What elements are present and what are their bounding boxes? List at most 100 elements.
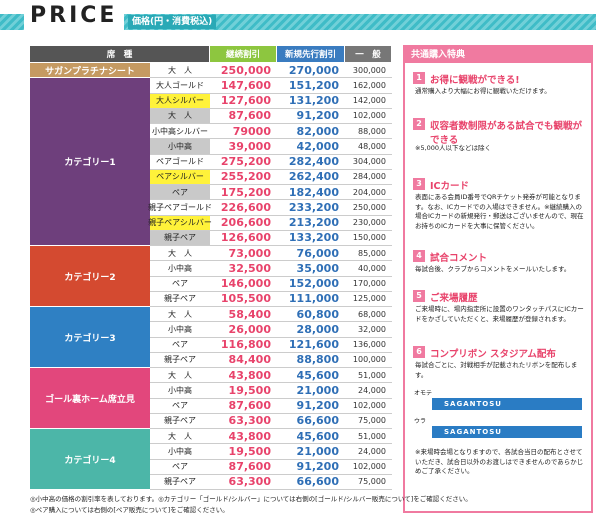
seat-type: ペア (150, 277, 210, 292)
benefit-number: 4 (413, 250, 425, 262)
price: 136,000 (345, 338, 392, 353)
price: 100,000 (345, 353, 392, 368)
seat-type: 親子ペア (150, 353, 210, 368)
seat-type: 親子ペア (150, 414, 210, 429)
seat-type: 大 人 (150, 108, 210, 124)
benefit-body: 表面にある会員ID番号でQRチケット発券が可能となります。なお、ICカードでの入… (415, 193, 584, 230)
seat-type: ペア (150, 399, 210, 414)
price: 91,200 (277, 109, 345, 124)
price: 105,500 (210, 292, 277, 307)
price: 87,600 (210, 460, 277, 475)
price: 40,000 (345, 261, 392, 277)
benefit-heading: 3 ICカード (413, 178, 589, 192)
price: 24,000 (345, 383, 392, 399)
price: 66,600 (277, 414, 345, 429)
price: 75,000 (345, 414, 392, 429)
price: 102,000 (345, 109, 392, 124)
price: 87,600 (210, 399, 277, 414)
price: 250,000 (345, 200, 392, 216)
price: 48,000 (345, 139, 392, 155)
seat-type: 大 人 (150, 368, 210, 384)
benefit-note: ※来場時会場となりますので、各試合当日の配布とさせていただき、試合日以外のお渡し… (415, 448, 584, 475)
price: 150,000 (345, 231, 392, 246)
price: 28,000 (277, 322, 345, 338)
price: 84,400 (210, 353, 277, 368)
price: 66,600 (277, 475, 345, 490)
price: 63,300 (210, 414, 277, 429)
benefit-title: 収容者数制限がある試合でも観戦ができる (430, 121, 583, 146)
benefit-body: 通常購入より大幅にお得に観戦いただけます。 (415, 87, 551, 95)
seat-type: 親子ペア (150, 230, 210, 246)
category: カテゴリー1 (30, 78, 150, 246)
column-header: 継続割引 (210, 46, 276, 62)
benefit-body: 毎試合ごとに、対戦相手が記載されたリボンを配布します。 (415, 361, 578, 379)
benefit-number: 6 (413, 346, 425, 358)
price: 91,200 (277, 460, 345, 475)
seat-type: 大 人 (150, 307, 210, 323)
footnote: ◎小中高の価格の割引率を表しております。◎カテゴリー「ゴールド/シルバー」につい… (30, 495, 472, 503)
price: 284,000 (345, 170, 392, 185)
price: 127,600 (210, 94, 277, 109)
price: 162,000 (345, 78, 392, 94)
benefit-number: 3 (413, 178, 425, 190)
category: ゴール裏ホーム席立見 (30, 368, 150, 429)
seat-type: 小中高シルバー (150, 124, 210, 140)
price: 75,000 (345, 475, 392, 490)
column-header: 新規先行割引 (277, 46, 344, 62)
price: 51,000 (345, 429, 392, 445)
price: 91,200 (277, 399, 345, 414)
price: 282,400 (277, 155, 345, 170)
price: 45,600 (277, 429, 345, 445)
seat-type: 親子ペアシルバー (148, 215, 212, 231)
price: 19,500 (210, 383, 277, 399)
seat-type: ペア (150, 460, 210, 475)
price: 262,400 (277, 170, 345, 185)
price: 304,000 (345, 155, 392, 170)
benefit-body: ※5,000人以下などは除く (415, 144, 492, 152)
subtitle: 価格(円・消費税込) (128, 15, 217, 29)
price: 68,000 (345, 307, 392, 323)
price: 255,200 (210, 170, 277, 185)
ribbon-front-label: オモテ (414, 390, 433, 397)
price: 131,200 (277, 94, 345, 109)
seat-type: 小中高 (150, 139, 210, 155)
category: カテゴリー3 (30, 307, 150, 368)
price: 230,000 (345, 216, 392, 231)
seat-type: ペア (150, 338, 210, 353)
price: 102,000 (345, 460, 392, 475)
price: 39,000 (210, 139, 277, 155)
price: 213,200 (277, 216, 345, 231)
benefit-title: コンプリボン スタジアム配布 (430, 349, 556, 360)
category: カテゴリー2 (30, 246, 150, 307)
seat-type: 大人シルバー (150, 93, 210, 109)
price: 175,200 (210, 185, 277, 201)
benefit-heading: 1 お得に観戦ができる! (413, 72, 589, 86)
seat-type: 小中高 (150, 322, 210, 338)
price: 32,000 (345, 322, 392, 338)
price: 19,500 (210, 444, 277, 460)
seat-type: ペアゴールド (150, 155, 210, 170)
price: 116,800 (210, 338, 277, 353)
seat-type: 大人ゴールド (150, 78, 210, 94)
price: 24,000 (345, 444, 392, 460)
title-bg (24, 0, 124, 32)
benefit-number: 1 (413, 72, 425, 84)
category: カテゴリー4 (30, 429, 150, 490)
seat-type: 小中高 (150, 261, 210, 277)
seat-type: 大 人 (150, 246, 210, 262)
price: 35,000 (277, 261, 345, 277)
ribbon-back-label: ウラ (414, 418, 427, 425)
price: 88,000 (345, 124, 392, 140)
seat-type: 親子ペア (150, 475, 210, 490)
price: 21,000 (277, 383, 345, 399)
seat-type: 親子ペアゴールド (148, 200, 212, 216)
seat-type: 大 人 (150, 429, 210, 445)
price: 43,800 (210, 429, 277, 445)
price: 206,600 (210, 216, 277, 231)
seat-type: 小中高 (150, 383, 210, 399)
price: 170,000 (345, 277, 392, 292)
benefit-heading: 5 ご来場履歴 (413, 290, 589, 304)
category: サガンプラチナシート (30, 63, 150, 79)
price: 21,000 (277, 444, 345, 460)
ribbon-back: SAGANTOSU (432, 426, 582, 438)
